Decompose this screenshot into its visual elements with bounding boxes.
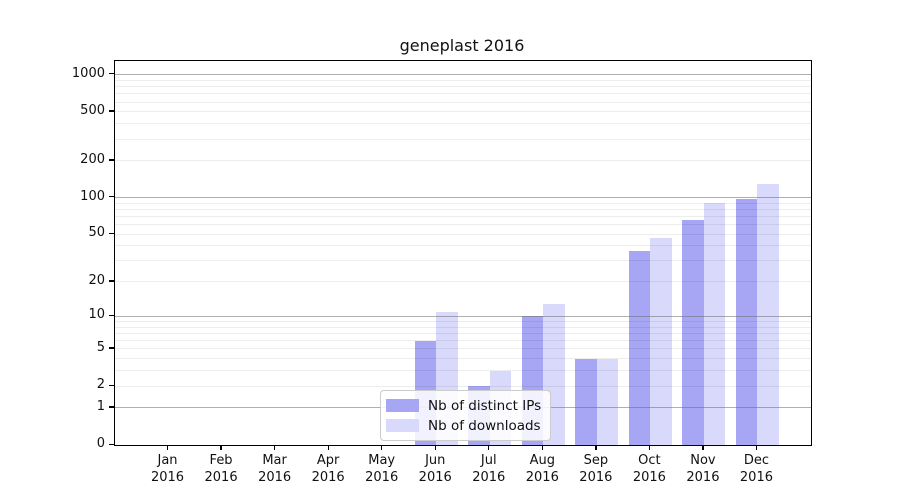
x-tick-mark bbox=[648, 445, 651, 450]
y-tick-mark bbox=[109, 384, 114, 386]
gridline bbox=[115, 370, 811, 372]
gridline bbox=[115, 86, 811, 88]
gridline bbox=[115, 101, 811, 103]
legend-swatch-distinct-ips-icon bbox=[386, 399, 419, 412]
legend: Nb of distinct IPs Nb of downloads bbox=[380, 390, 552, 441]
x-tick-label: Dec 2016 bbox=[739, 453, 773, 485]
x-tick-mark bbox=[434, 445, 436, 450]
gridline bbox=[115, 385, 811, 387]
x-tick-label: Feb 2016 bbox=[204, 453, 238, 485]
x-tick-label: Jun 2016 bbox=[418, 453, 452, 485]
gridline bbox=[115, 233, 811, 235]
chart-title: geneplast 2016 bbox=[399, 36, 525, 55]
legend-swatch-downloads-icon bbox=[386, 419, 419, 432]
y-tick-mark bbox=[109, 232, 114, 235]
y-tick-label: 500 bbox=[80, 102, 105, 118]
x-tick-mark bbox=[327, 445, 329, 450]
x-tick-mark bbox=[541, 445, 543, 450]
y-tick-label: 10 bbox=[88, 307, 105, 323]
bar-downloads bbox=[757, 183, 779, 445]
x-tick-mark bbox=[220, 445, 222, 450]
y-tick-label: 1000 bbox=[71, 65, 105, 81]
y-tick-label: 5 bbox=[96, 339, 105, 355]
y-tick-label: 20 bbox=[88, 272, 105, 288]
x-tick-label: Mar 2016 bbox=[258, 453, 292, 485]
gridline bbox=[115, 74, 811, 76]
gridline bbox=[115, 202, 811, 204]
gridline bbox=[115, 208, 811, 210]
plot-area bbox=[114, 60, 812, 446]
gridline bbox=[115, 358, 811, 360]
gridline bbox=[115, 197, 811, 199]
gridline bbox=[115, 348, 811, 350]
x-tick-label: Apr 2016 bbox=[311, 453, 345, 485]
bar-downloads bbox=[596, 358, 619, 445]
gridline bbox=[115, 138, 811, 140]
y-tick-mark bbox=[109, 314, 114, 317]
gridline bbox=[115, 326, 811, 328]
x-tick-label: Oct 2016 bbox=[632, 453, 666, 485]
gridline bbox=[115, 123, 811, 125]
y-tick-mark bbox=[109, 406, 114, 408]
legend-label-downloads: Nb of downloads bbox=[428, 417, 541, 434]
y-tick-mark bbox=[109, 196, 114, 198]
x-tick-label: Jan 2016 bbox=[150, 453, 185, 485]
gridline bbox=[115, 315, 811, 317]
gridline bbox=[115, 245, 811, 247]
bar-distinct-ips bbox=[628, 251, 651, 445]
y-tick-mark bbox=[109, 280, 114, 282]
gridline bbox=[115, 216, 811, 218]
x-tick-mark bbox=[702, 445, 704, 450]
gridline bbox=[115, 260, 811, 262]
y-tick-label: 1 bbox=[96, 398, 105, 414]
x-tick-label: Aug 2016 bbox=[525, 453, 559, 485]
y-tick-label: 50 bbox=[88, 225, 105, 241]
y-tick-mark bbox=[109, 110, 114, 112]
bar-distinct-ips bbox=[682, 219, 704, 445]
gridline bbox=[115, 93, 811, 95]
y-tick-label: 2 bbox=[96, 377, 105, 393]
gridline bbox=[115, 340, 811, 342]
gridline bbox=[115, 111, 811, 113]
gridline bbox=[115, 321, 811, 323]
y-tick-mark bbox=[109, 443, 114, 445]
bar-distinct-ips bbox=[575, 358, 597, 445]
y-tick-label: 0 bbox=[96, 436, 105, 451]
gridline bbox=[115, 160, 811, 162]
legend-item-downloads: Nb of downloads bbox=[386, 417, 541, 434]
bar-downloads bbox=[650, 237, 672, 445]
y-tick-mark bbox=[109, 159, 114, 161]
bar-downloads bbox=[703, 203, 726, 445]
x-tick-mark bbox=[595, 445, 597, 450]
x-tick-label: May 2016 bbox=[365, 453, 399, 485]
y-tick-label: 100 bbox=[80, 188, 105, 204]
y-tick-mark bbox=[109, 73, 114, 75]
x-tick-label: Nov 2016 bbox=[686, 453, 720, 485]
gridline bbox=[115, 333, 811, 335]
x-tick-mark bbox=[166, 445, 169, 450]
x-tick-mark bbox=[755, 445, 758, 450]
x-tick-mark bbox=[381, 445, 383, 450]
gridline bbox=[115, 224, 811, 226]
gridline bbox=[115, 79, 811, 81]
x-tick-mark bbox=[488, 445, 490, 450]
legend-label-distinct-ips: Nb of distinct IPs bbox=[428, 397, 542, 414]
y-tick-label: 200 bbox=[80, 151, 105, 167]
x-tick-label: Sep 2016 bbox=[579, 453, 613, 485]
x-tick-mark bbox=[274, 445, 276, 450]
legend-item-distinct-ips: Nb of distinct IPs bbox=[386, 397, 541, 414]
y-tick-mark bbox=[109, 347, 114, 349]
gridline bbox=[115, 281, 811, 283]
bar-distinct-ips bbox=[735, 199, 758, 445]
x-tick-label: Jul 2016 bbox=[472, 453, 506, 485]
